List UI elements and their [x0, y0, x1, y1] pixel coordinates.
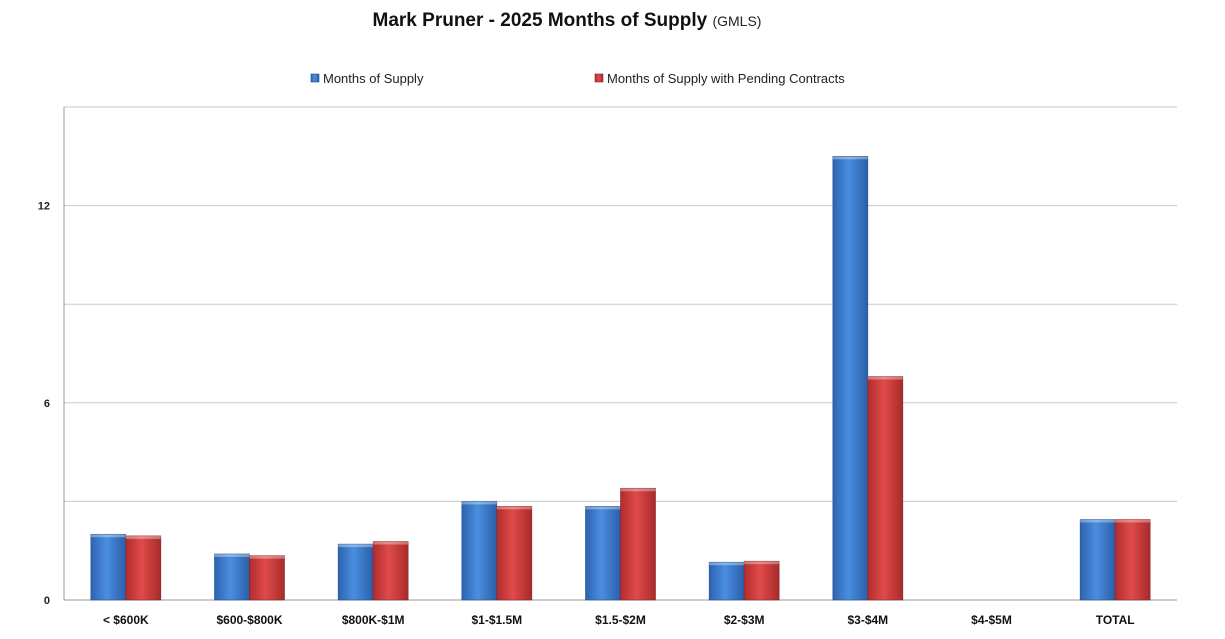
bar-highlight — [338, 544, 374, 548]
x-tick-label: $1.5-$2M — [595, 613, 646, 627]
x-tick-label: < $600K — [103, 613, 149, 627]
bar-highlight — [249, 555, 285, 559]
y-tick-label: 6 — [44, 398, 50, 410]
x-tick-label: $800K-$1M — [342, 613, 405, 627]
bar-months-of-supply — [90, 533, 127, 601]
x-tick-label: $1-$1.5M — [471, 613, 522, 627]
bar-highlight — [1115, 519, 1151, 523]
bar-months-of-supply — [461, 501, 498, 601]
bar-highlight — [214, 553, 250, 557]
bar-months-of-supply — [1079, 519, 1116, 601]
bar-months-of-supply — [585, 506, 621, 601]
legend-label: Months of Supply with Pending Contracts — [607, 71, 845, 86]
axis-labels: 0 6 12 < $600K $600-$800K $800K-$1M $1-$1.5M $1… — [38, 201, 1135, 627]
y-tick-label: 12 — [38, 201, 50, 213]
x-tick-label: $4-$5M — [971, 613, 1012, 627]
chart-title-text: Mark Pruner - 2025 Months of Supply — [372, 10, 708, 31]
bar-highlight — [585, 506, 621, 510]
chart-title: Mark Pruner - 2025 Months of Supply (GML… — [0, 10, 1134, 32]
bar-pending-contracts — [372, 541, 409, 601]
bar-months-of-supply — [214, 553, 250, 601]
bar-highlight — [1080, 519, 1116, 523]
bar-highlight — [496, 506, 532, 510]
legend: Months of Supply Months of Supply with Pe… — [310, 71, 845, 86]
bars — [90, 156, 1151, 601]
gridlines — [64, 106, 1177, 502]
bar-months-of-supply — [832, 156, 869, 601]
bar-pending-contracts — [496, 506, 533, 601]
bar-pending-contracts — [125, 535, 162, 601]
bar-pending-contracts — [867, 376, 904, 601]
legend-label: Months of Supply — [323, 71, 424, 86]
bar-highlight — [620, 488, 656, 492]
x-tick-label: $2-$3M — [724, 613, 765, 627]
legend-swatch — [594, 73, 604, 83]
x-tick-label: $3-$4M — [847, 613, 888, 627]
bar-highlight — [867, 376, 903, 380]
legend-swatch — [310, 73, 320, 83]
bar-months-of-supply — [708, 561, 745, 601]
bar-pending-contracts — [620, 487, 656, 601]
bar-highlight — [461, 501, 497, 505]
x-tick-label: TOTAL — [1096, 613, 1135, 627]
bar-highlight — [90, 534, 126, 538]
bar-highlight — [709, 562, 745, 566]
x-tick-label: $600-$800K — [216, 613, 282, 627]
bar-months-of-supply — [337, 543, 374, 601]
bar-pending-contracts — [743, 560, 780, 601]
bar-highlight — [832, 156, 868, 160]
bar-highlight — [744, 561, 780, 565]
y-tick-label: 0 — [44, 595, 50, 607]
chart-subtitle: (GMLS) — [712, 13, 762, 29]
bar-pending-contracts — [249, 555, 285, 601]
bar-highlight — [373, 541, 409, 545]
bar-highlight — [125, 535, 161, 539]
bar-pending-contracts — [1114, 519, 1151, 601]
